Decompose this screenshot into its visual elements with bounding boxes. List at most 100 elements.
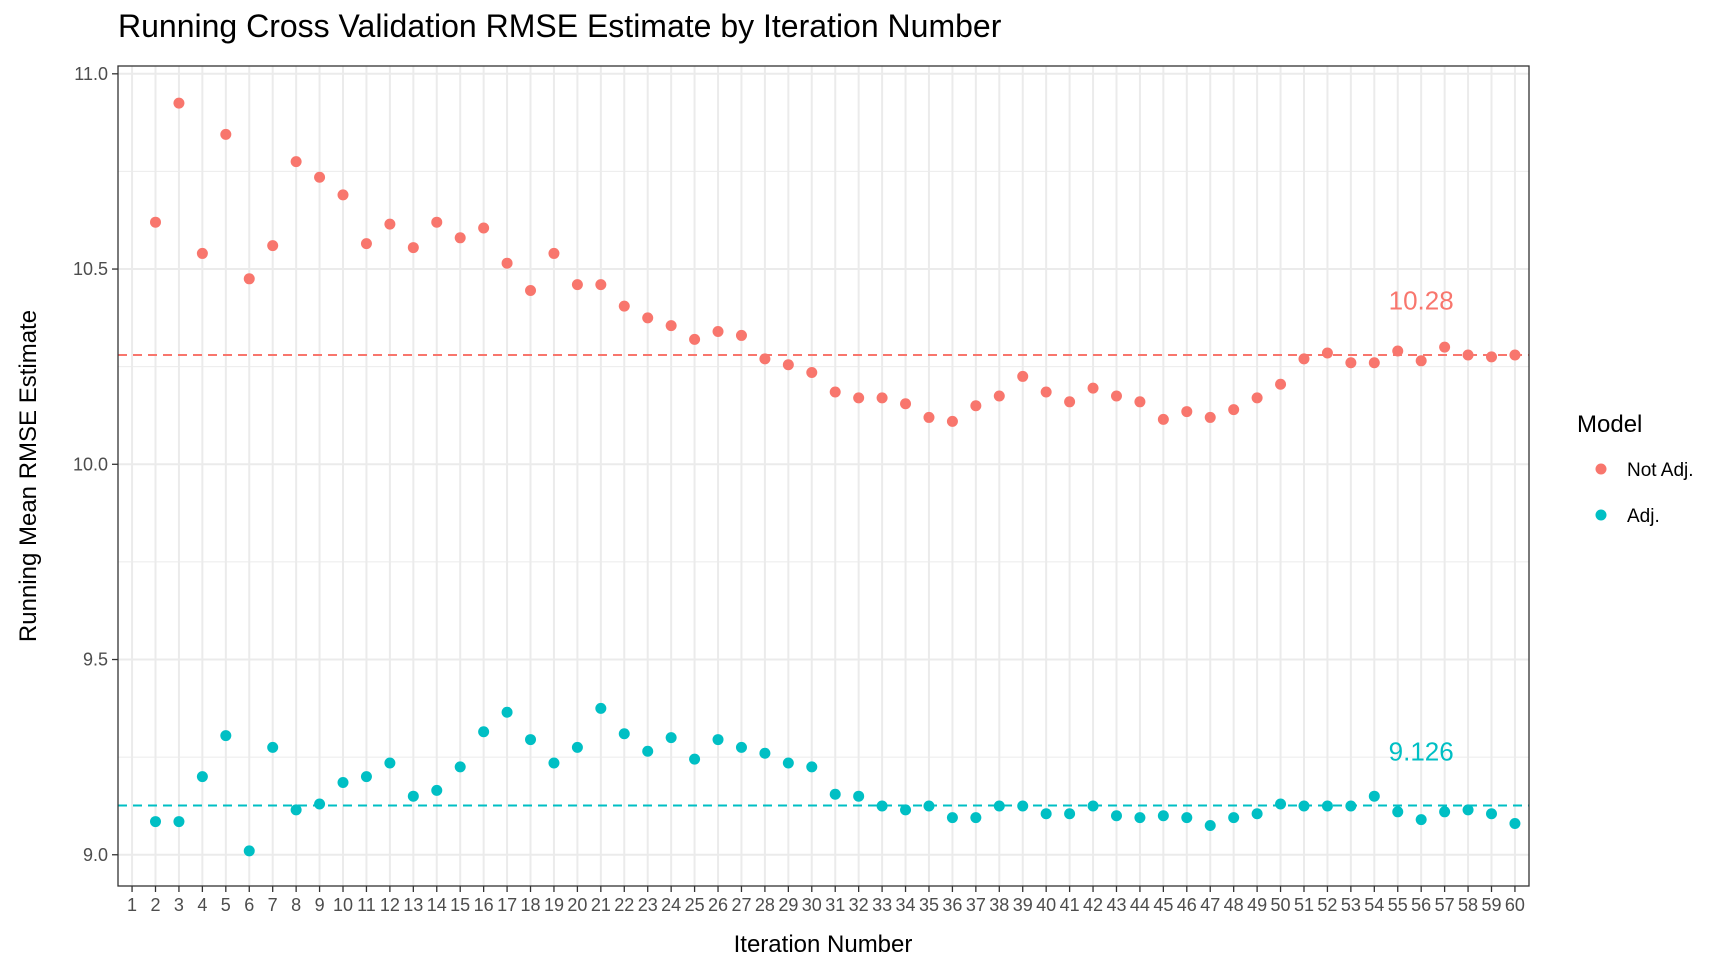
point-not-adj: [853, 392, 865, 404]
y-tick-label: 9.0: [83, 845, 108, 865]
point-adj: [431, 784, 443, 796]
point-adj: [1485, 808, 1497, 820]
legend-key-not-adj: [1595, 463, 1607, 475]
x-tick-label: 51: [1294, 895, 1314, 915]
x-tick-label: 18: [521, 895, 541, 915]
point-adj: [1204, 819, 1216, 831]
point-adj: [1509, 818, 1521, 830]
point-not-adj: [360, 238, 372, 250]
point-adj: [548, 757, 560, 769]
reference-lines: [118, 353, 1529, 807]
x-tick-label: 29: [778, 895, 798, 915]
x-tick-label: 46: [1177, 895, 1197, 915]
point-not-adj: [1040, 386, 1052, 398]
point-adj: [454, 761, 466, 773]
point-adj: [829, 788, 841, 800]
point-adj: [150, 816, 162, 828]
x-tick-label: 50: [1271, 895, 1291, 915]
x-tick-label: 17: [497, 895, 517, 915]
point-adj: [1275, 798, 1287, 810]
x-tick-label: 55: [1388, 895, 1408, 915]
point-not-adj: [571, 279, 583, 291]
x-axis: 1 2 3 4 5 6 7 8 9 10 11 12 13 14 15 16 17 18 19 20 21 22 23 24 2…: [127, 886, 1525, 915]
x-tick-label: 60: [1505, 895, 1525, 915]
point-adj: [1134, 812, 1146, 824]
point-adj: [595, 702, 607, 714]
legend-title: Model: [1577, 411, 1642, 438]
x-tick-label: 33: [872, 895, 892, 915]
point-adj: [1298, 800, 1310, 812]
point-adj: [642, 745, 654, 757]
x-tick-label: 25: [685, 895, 705, 915]
x-tick-label: 15: [450, 895, 470, 915]
point-adj: [478, 726, 490, 738]
x-tick-label: 14: [427, 895, 447, 915]
point-not-adj: [337, 189, 349, 201]
x-tick-label: 2: [150, 895, 160, 915]
x-tick-label: 16: [474, 895, 494, 915]
point-not-adj: [595, 279, 607, 291]
point-not-adj: [267, 240, 279, 252]
point-not-adj: [829, 386, 841, 398]
point-adj: [1321, 800, 1333, 812]
point-adj: [337, 777, 349, 789]
point-not-adj: [1181, 406, 1193, 418]
point-adj: [618, 728, 630, 740]
point-adj: [571, 741, 583, 753]
point-not-adj: [1392, 345, 1404, 357]
point-adj: [407, 790, 419, 802]
point-adj: [665, 732, 677, 744]
x-tick-label: 20: [567, 895, 587, 915]
x-tick-label: 24: [661, 895, 681, 915]
x-tick-label: 28: [755, 895, 775, 915]
x-tick-label: 5: [221, 895, 231, 915]
y-tick-label: 9.5: [83, 650, 108, 670]
point-not-adj: [923, 411, 935, 423]
legend-label-not-adj: Not Adj.: [1627, 460, 1694, 481]
point-adj: [853, 790, 865, 802]
point-not-adj: [196, 247, 208, 259]
point-not-adj: [782, 359, 794, 371]
point-not-adj: [712, 326, 724, 338]
x-tick-label: 7: [268, 895, 278, 915]
point-not-adj: [243, 273, 255, 285]
point-adj: [993, 800, 1005, 812]
point-not-adj: [1275, 378, 1287, 390]
x-tick-label: 6: [244, 895, 254, 915]
point-adj: [970, 812, 982, 824]
point-adj: [876, 800, 888, 812]
point-not-adj: [1485, 351, 1497, 363]
point-adj: [314, 798, 326, 810]
y-axis: 9.0 9.5 10.0 10.5 11.0: [73, 64, 118, 865]
point-not-adj: [290, 156, 302, 168]
x-tick-label: 23: [638, 895, 658, 915]
point-adj: [1110, 810, 1122, 822]
point-not-adj: [946, 415, 958, 427]
point-adj: [1157, 810, 1169, 822]
y-axis-title: Running Mean RMSE Estimate: [15, 310, 42, 642]
point-not-adj: [806, 367, 818, 379]
y-tick-label: 11.0: [74, 64, 108, 84]
point-not-adj: [431, 216, 443, 228]
point-adj: [1064, 808, 1076, 820]
data-points: [150, 97, 1521, 857]
point-adj: [1392, 806, 1404, 818]
point-adj: [806, 761, 818, 773]
x-tick-label: 9: [315, 895, 325, 915]
x-tick-label: 13: [403, 895, 423, 915]
point-not-adj: [501, 257, 513, 269]
point-adj: [1345, 800, 1357, 812]
x-tick-label: 36: [942, 895, 962, 915]
point-adj: [689, 753, 701, 765]
point-not-adj: [970, 400, 982, 412]
x-tick-label: 19: [544, 895, 564, 915]
x-tick-label: 44: [1130, 895, 1150, 915]
point-not-adj: [759, 353, 771, 365]
point-not-adj: [1368, 357, 1380, 369]
x-tick-label: 34: [896, 895, 916, 915]
point-adj: [1181, 812, 1193, 824]
point-adj: [196, 771, 208, 783]
point-not-adj: [384, 218, 396, 230]
grid-minor: [118, 170, 1529, 758]
